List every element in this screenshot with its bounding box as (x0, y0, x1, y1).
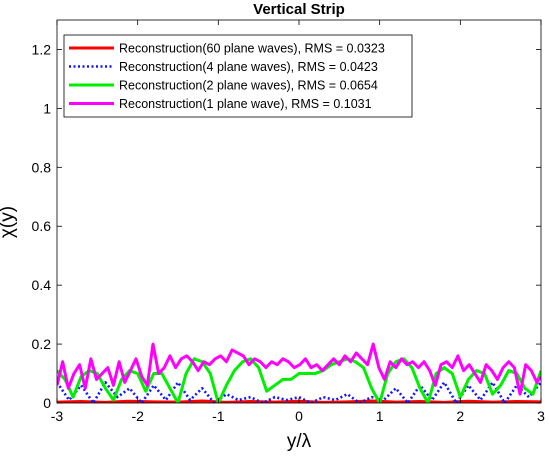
y-axis: 0 0.2 0.4 0.6 0.8 1 1.2 (32, 41, 541, 411)
x-tick-label: 3 (537, 408, 545, 424)
legend-box (63, 34, 413, 118)
legend: Reconstruction(60 plane waves), RMS = 0.… (63, 34, 413, 118)
legend-label-2: Reconstruction(4 plane waves), RMS = 0.0… (119, 60, 378, 74)
x-tick-label: 1 (376, 408, 384, 424)
y-tick-label: 0 (43, 395, 51, 411)
x-tick-label: 0 (295, 408, 303, 424)
y-tick-label: 1.2 (32, 41, 52, 57)
x-axis-label: y/λ (287, 431, 312, 452)
y-axis-label: χ(y) (0, 206, 18, 238)
chart-title: Vertical Strip (253, 1, 345, 18)
x-tick-label: -1 (212, 408, 225, 424)
x-tick-label: -2 (131, 408, 144, 424)
x-axis: -3 -2 -1 0 1 2 3 (51, 20, 545, 424)
legend-label-4: Reconstruction(1 plane wave), RMS = 0.10… (119, 97, 372, 111)
y-tick-label: 0.6 (32, 218, 52, 234)
y-tick-label: 1 (43, 100, 51, 116)
y-tick-label: 0.2 (32, 336, 52, 352)
legend-label-1: Reconstruction(60 plane waves), RMS = 0.… (119, 42, 385, 56)
series-line-4 (57, 342, 541, 396)
legend-label-3: Reconstruction(2 plane waves), RMS = 0.0… (119, 79, 378, 93)
x-tick-label: 2 (456, 408, 464, 424)
x-tick-label: -3 (51, 408, 64, 424)
y-tick-label: 0.4 (32, 277, 52, 293)
y-tick-label: 0.8 (32, 159, 52, 175)
series-line-3 (57, 357, 541, 403)
